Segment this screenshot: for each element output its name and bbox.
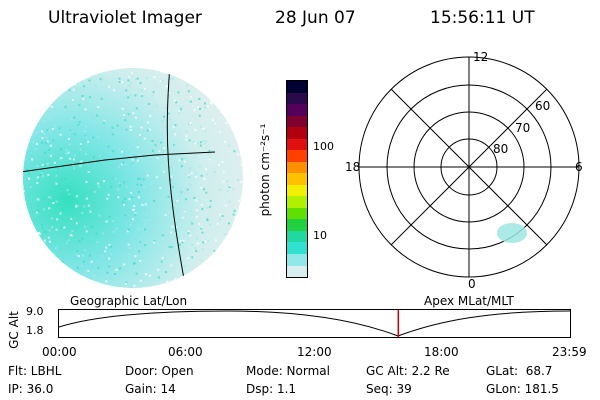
info-door: Door: Open (125, 364, 194, 378)
colorbar-band (287, 161, 307, 174)
polar-emission-patch (497, 223, 527, 243)
longitude-line (166, 68, 188, 288)
colorbar-tick-10: 10 (313, 229, 327, 242)
polar-label-12: 12 (473, 52, 488, 64)
gc-alt-axis-label: GC Alt (7, 311, 21, 349)
x-tick-1200: 12:00 (297, 345, 332, 359)
info-glat: GLat: 68.7 (486, 364, 553, 378)
colorbar-band (287, 138, 307, 151)
colorbar-band (287, 207, 307, 220)
colorbar-band (287, 173, 307, 185)
colorbar-unit-label: photon cm⁻²s⁻¹ (258, 123, 272, 217)
y-tick-top: 9.0 (26, 305, 44, 318)
y-tick-bottom: 1.8 (26, 324, 44, 337)
polar-grid: 12 18 6 0 60 70 80 (345, 52, 583, 291)
info-ip: IP: 36.0 (8, 382, 54, 396)
orbit-timeline (58, 309, 571, 338)
colorbar-band (287, 115, 307, 128)
x-tick-0600: 06:00 (168, 345, 203, 359)
colorbar-band (287, 104, 307, 116)
colorbar-tick-100: 100 (313, 140, 334, 153)
geographic-title: Geographic Lat/Lon (70, 294, 188, 308)
polar-label-18: 18 (345, 160, 360, 174)
latitude-line (23, 151, 216, 173)
polar-label-0: 0 (468, 277, 476, 291)
info-mode: Mode: Normal (246, 364, 330, 378)
info-glon: GLon: 181.5 (486, 382, 559, 396)
info-gc-alt: GC Alt: 2.2 Re (366, 364, 450, 378)
colorbar-band (287, 230, 307, 243)
x-tick-0000: 00:00 (42, 345, 77, 359)
colorbar (286, 80, 308, 278)
instrument-title: Ultraviolet Imager (48, 8, 202, 28)
info-gain: Gain: 14 (125, 382, 176, 396)
polar-diagonal-2 (390, 88, 548, 246)
colorbar-band (287, 127, 307, 139)
observation-time: 15:56:11 UT (430, 8, 535, 28)
x-tick-2359: 23:59 (552, 345, 587, 359)
polar-lat-70: 70 (515, 121, 530, 135)
colorbar-band (287, 242, 307, 254)
imager-disk (23, 68, 243, 288)
polar-lat-60: 60 (535, 99, 550, 113)
info-flt: Flt: LBHL (8, 364, 62, 378)
observation-date: 28 Jun 07 (275, 8, 356, 28)
polar-lat-80: 80 (493, 142, 508, 156)
polar-label-6: 6 (575, 160, 583, 174)
apex-title: Apex MLat/MLT (424, 294, 514, 308)
colorbar-band (287, 196, 307, 208)
colorbar-band (287, 81, 307, 93)
colorbar-band (287, 150, 307, 162)
colorbar-band (287, 184, 307, 197)
timeline-frame (58, 309, 571, 338)
colorbar-band (287, 92, 307, 105)
info-dsp: Dsp: 1.1 (246, 382, 297, 396)
emission-disk (23, 68, 243, 288)
colorbar-band (287, 219, 307, 231)
info-seq: Seq: 39 (366, 382, 412, 396)
gc-alt-curve (58, 310, 571, 337)
colorbar-band (287, 253, 307, 266)
colorbar-band (287, 265, 307, 277)
x-tick-1800: 18:00 (424, 345, 459, 359)
